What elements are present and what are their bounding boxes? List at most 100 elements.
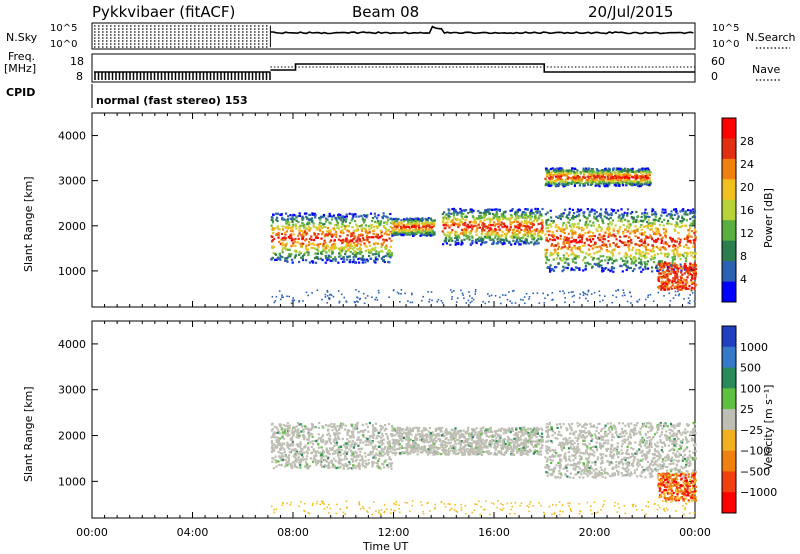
power-scatter-point xyxy=(545,221,548,224)
power-scatter-point xyxy=(445,213,448,216)
power-scatter-point xyxy=(618,214,621,217)
velocity-scatter-point xyxy=(364,465,367,468)
power-scatter-point xyxy=(616,179,619,182)
power-scatter-point xyxy=(671,283,674,286)
power-scatter-point xyxy=(330,234,333,237)
power-scatter-point xyxy=(663,242,666,245)
power-scatter-point xyxy=(305,215,308,218)
power-scatter-point xyxy=(284,259,287,262)
power-scatter-point xyxy=(391,226,394,230)
power-scatter-point xyxy=(337,261,340,264)
power-scatter-point xyxy=(483,229,486,232)
power-scatter-point xyxy=(549,223,552,226)
power-scatter-point xyxy=(430,223,433,226)
power-scatter-point xyxy=(559,169,562,172)
power-scatter-point xyxy=(582,269,585,272)
power-scatter-point xyxy=(293,240,296,243)
power-scatter-point xyxy=(411,219,414,222)
power-scatter-point xyxy=(384,254,387,257)
power-near-range-point xyxy=(525,293,528,295)
power-scatter-point xyxy=(280,232,283,235)
power-scatter-point xyxy=(561,224,564,227)
power-scatter-point xyxy=(373,243,376,246)
power-scatter-point xyxy=(610,213,613,217)
power-scatter-point xyxy=(480,239,483,242)
power-scatter-point xyxy=(295,219,298,222)
power-near-range-point xyxy=(663,295,665,297)
velocity-scatter-point xyxy=(295,436,298,439)
power-scatter-point xyxy=(349,258,352,262)
power-scatter-point xyxy=(407,218,410,221)
velocity-scatter-point xyxy=(348,430,351,433)
velocity-scatter-point xyxy=(390,433,393,436)
power-near-range-point xyxy=(624,294,626,297)
power-scatter-point xyxy=(479,217,482,220)
power-scatter-point xyxy=(319,216,322,219)
power-scatter-point xyxy=(662,246,665,249)
power-scatter-point xyxy=(333,227,336,230)
power-scatter-point xyxy=(634,179,637,182)
power-scatter-point xyxy=(302,235,305,238)
power-scatter-point xyxy=(670,223,673,226)
power-scatter-point xyxy=(457,212,460,215)
power-scatter-point xyxy=(274,227,277,230)
power-scatter-point xyxy=(611,262,614,265)
power-scatter-point xyxy=(576,172,579,175)
power-scatter-point xyxy=(628,256,631,259)
power-scatter-point xyxy=(549,184,552,188)
power-scatter-point xyxy=(524,208,527,211)
power-scatter-point xyxy=(447,212,450,215)
power-near-range-point xyxy=(363,302,366,305)
power-scatter-point xyxy=(289,233,292,236)
power-scatter-point xyxy=(477,209,480,213)
power-scatter-point xyxy=(465,209,468,212)
power-scatter-point xyxy=(363,214,366,217)
velocity-scatter-point xyxy=(290,431,294,434)
power-scatter-point xyxy=(663,265,666,268)
power-scatter-point xyxy=(408,230,411,233)
power-scatter-point xyxy=(303,225,306,228)
power-scatter-point xyxy=(481,227,484,230)
power-scatter-point xyxy=(343,227,347,230)
power-near-range-point xyxy=(506,298,509,301)
power-scatter-point xyxy=(664,271,667,274)
power-scatter-point xyxy=(485,211,488,214)
power-scatter-point xyxy=(447,214,450,217)
power-scatter-point xyxy=(563,236,566,239)
power-scatter-point xyxy=(671,262,674,265)
power-scatter-point xyxy=(370,227,373,230)
power-scatter-point xyxy=(577,215,580,218)
power-scatter-point xyxy=(624,262,627,265)
power-scatter-point xyxy=(377,237,380,240)
power-scatter-point xyxy=(682,255,685,258)
power-scatter-point xyxy=(547,184,550,187)
power-scatter-point xyxy=(374,258,378,261)
power-near-range-point xyxy=(440,300,443,302)
power-scatter-point xyxy=(515,215,518,218)
power-near-range-point xyxy=(441,302,444,304)
power-scatter-point xyxy=(530,215,533,218)
power-scatter-point xyxy=(377,220,380,223)
power-near-range-point xyxy=(488,301,490,303)
power-scatter-point xyxy=(611,252,614,255)
power-scatter-point xyxy=(639,219,642,222)
power-scatter-point xyxy=(559,177,562,181)
power-near-range-point xyxy=(328,298,331,301)
velocity-scatter-point xyxy=(343,458,346,461)
power-scatter-point xyxy=(676,264,679,267)
power-scatter-point xyxy=(282,247,285,250)
power-scatter-point xyxy=(451,239,454,242)
power-scatter-point xyxy=(460,243,463,246)
power-scatter-point xyxy=(693,232,696,235)
power-scatter-point xyxy=(687,229,690,232)
power-scatter-point xyxy=(576,169,579,172)
power-scatter-point xyxy=(582,251,585,254)
power-scatter-point xyxy=(653,220,656,223)
power-scatter-point xyxy=(595,218,598,221)
power-scatter-point xyxy=(580,235,583,238)
power-scatter-point xyxy=(412,234,415,237)
velocity-scatter-point xyxy=(352,464,355,467)
power-scatter-point xyxy=(663,285,667,288)
power-scatter-point xyxy=(574,231,577,234)
power-scatter-point xyxy=(358,225,361,228)
